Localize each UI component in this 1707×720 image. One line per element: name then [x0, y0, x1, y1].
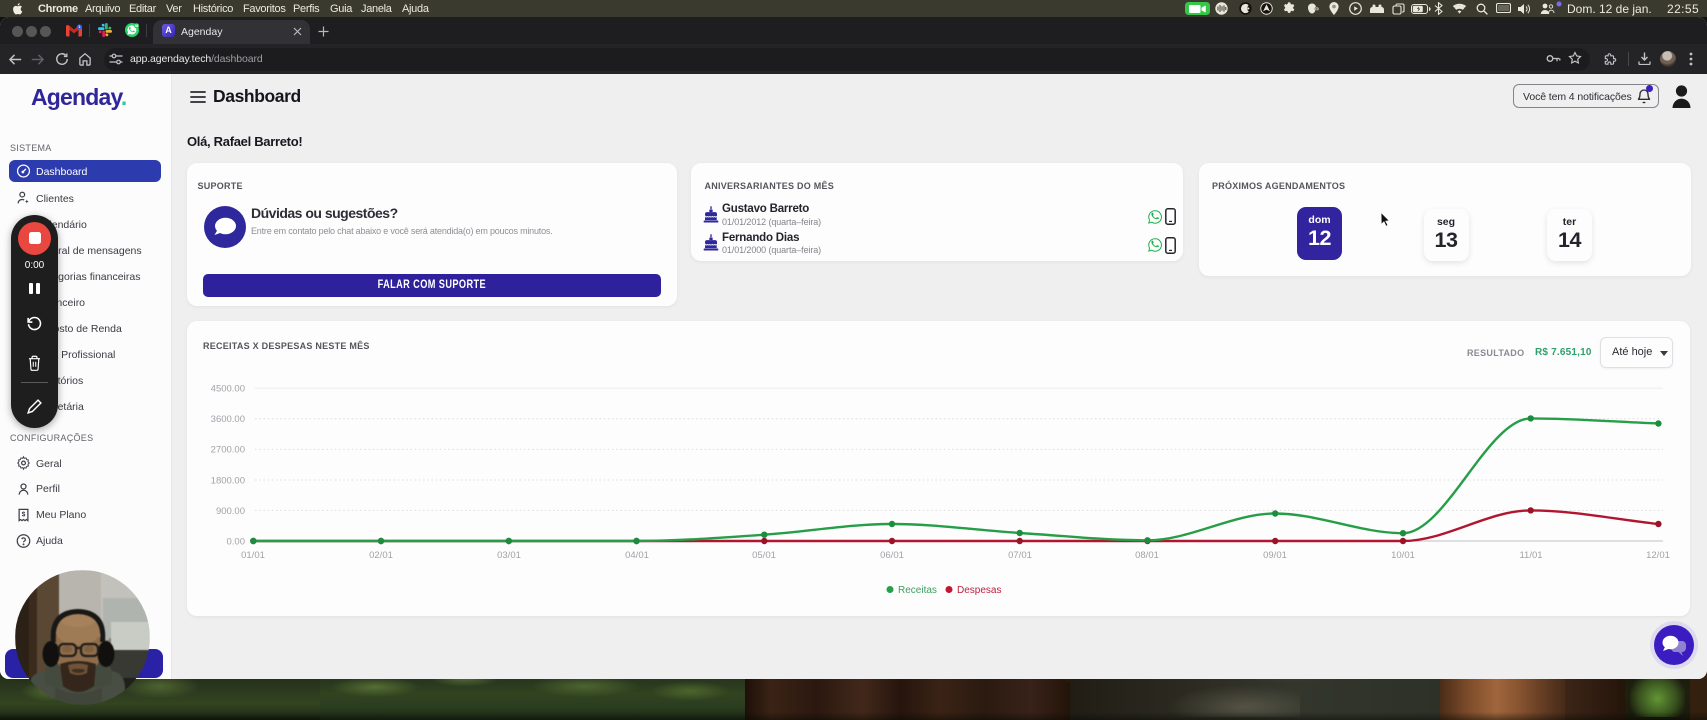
svg-text:12/01: 12/01 — [1646, 550, 1670, 561]
svg-text:4500.00: 4500.00 — [211, 384, 245, 395]
svg-text:02/01: 02/01 — [369, 550, 393, 561]
svg-text:11/01: 11/01 — [1519, 550, 1542, 561]
svg-text:07/01: 07/01 — [1008, 550, 1032, 561]
svg-text:1: 1 — [78, 25, 80, 29]
svg-text:38: 38 — [135, 24, 139, 28]
svg-text:3600.00: 3600.00 — [211, 414, 245, 425]
svg-text:10/01: 10/01 — [1391, 550, 1415, 561]
svg-text:05/01: 05/01 — [752, 550, 776, 561]
svg-text:06/01: 06/01 — [880, 550, 904, 561]
svg-text:08/01: 08/01 — [1135, 550, 1159, 561]
svg-text:09/01: 09/01 — [1263, 550, 1287, 561]
svg-text:0.00: 0.00 — [227, 537, 246, 548]
svg-text:01/01: 01/01 — [241, 550, 265, 561]
svg-text:900.00: 900.00 — [216, 506, 245, 517]
svg-text:2700.00: 2700.00 — [211, 445, 245, 456]
svg-text:Receitas: Receitas — [898, 585, 937, 596]
svg-text:D: D — [1316, 7, 1319, 11]
svg-text:Despesas: Despesas — [957, 585, 1001, 596]
svg-text:03/01: 03/01 — [497, 550, 521, 561]
svg-text:04/01: 04/01 — [625, 550, 649, 561]
svg-text:1800.00: 1800.00 — [211, 475, 245, 486]
